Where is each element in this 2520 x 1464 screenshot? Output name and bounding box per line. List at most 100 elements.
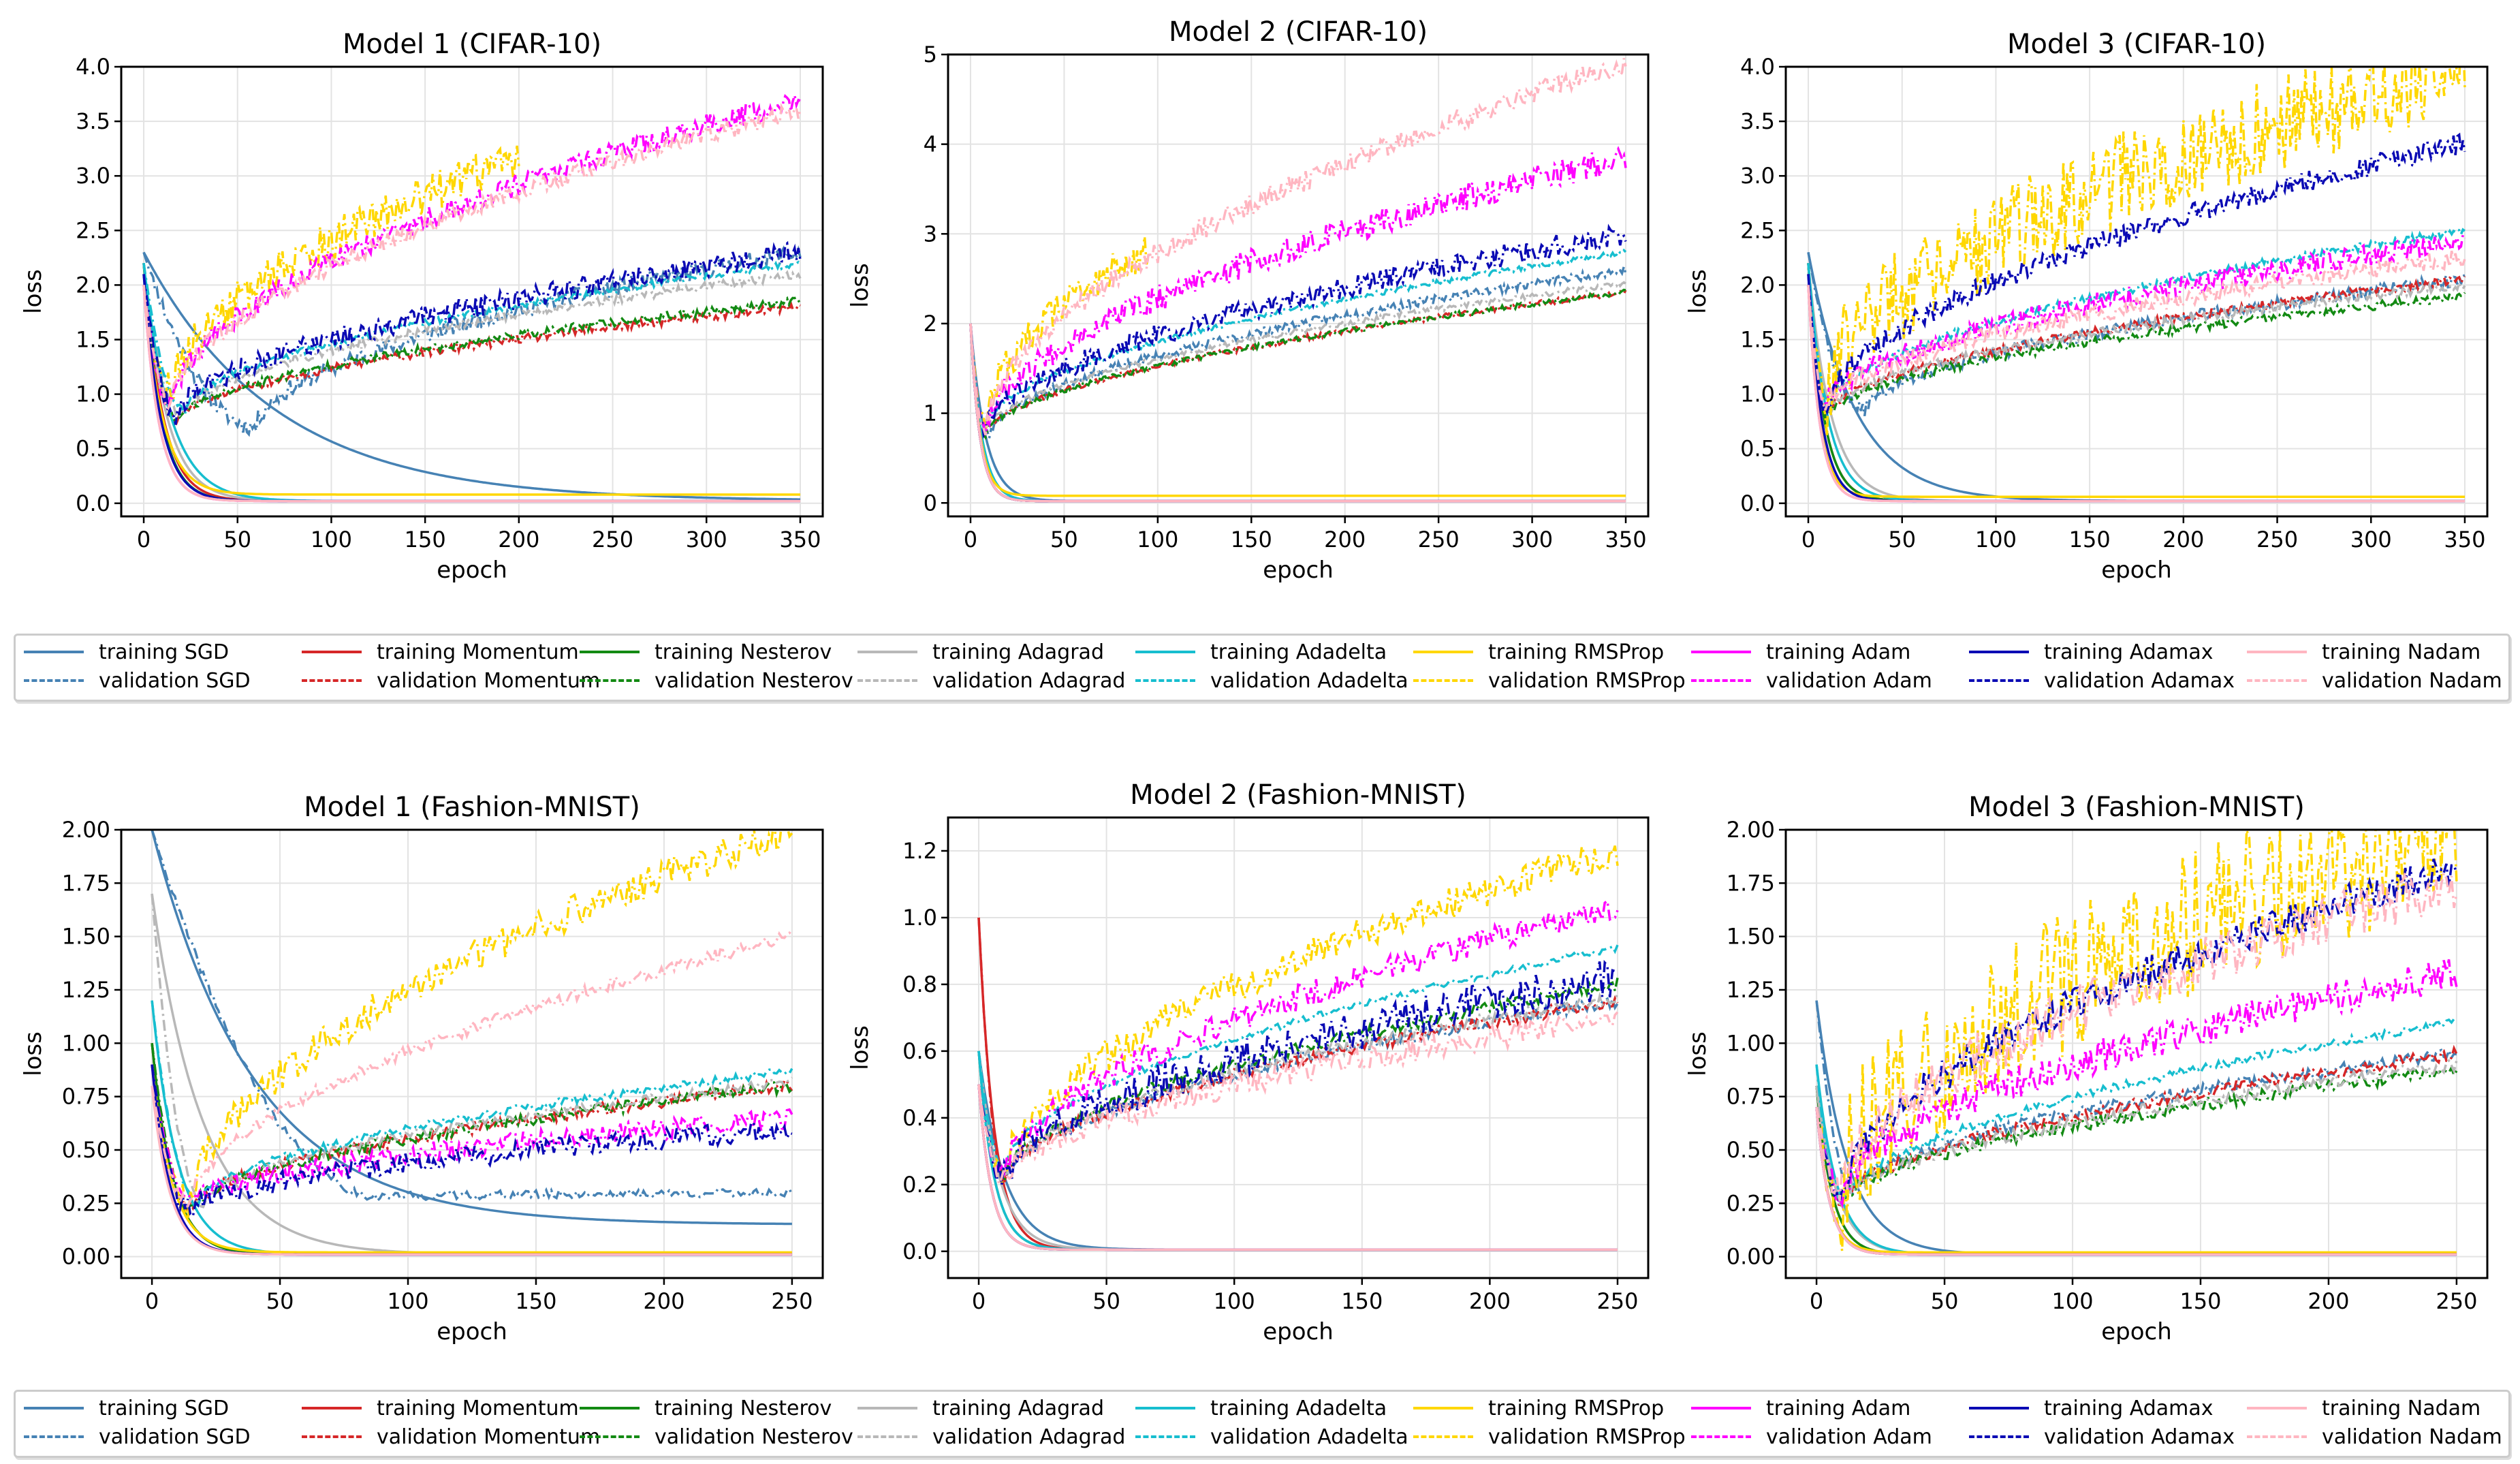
y-tick-label: 0.25 [1727,1190,1775,1216]
series-line-validation-nadam [1815,869,2458,1201]
legend-item-validation-momentum: validation Momentum [302,1423,600,1450]
legend-swatch [302,651,362,653]
y-axis-label: loss [847,1025,874,1070]
legend-swatch [1135,651,1195,653]
series-line-validation-rmsprop [151,830,793,1221]
y-tick-label: 2.00 [62,817,110,843]
y-tick-label: 1.50 [1727,924,1775,950]
y-tick-label: 3.0 [1740,163,1775,189]
legend-item-training-momentum: training Momentum [302,1395,579,1422]
series-line-training-rmsprop [969,323,1626,497]
series-line-validation-adagrad [969,280,1626,432]
series-line-validation-rmsprop [1815,830,2458,1251]
legend-swatch [1413,1435,1473,1438]
series-line-validation-nadam [142,102,802,411]
legend-item-training-nesterov: training Nesterov [580,1395,832,1422]
axes-frame [947,816,1650,1279]
legend-item-training-momentum: training Momentum [302,638,579,666]
y-tick-label: 0.50 [1727,1137,1775,1163]
y-tick-label: 2.5 [76,217,110,243]
x-tick-label: 150 [515,1288,556,1314]
legend-label: training SGD [99,1396,230,1420]
y-tick-label: 1.00 [1727,1030,1775,1056]
legend-swatch [1691,1435,1751,1438]
series-line-validation-momentum [1815,1044,2458,1212]
x-axis-label: epoch [2101,557,2172,584]
legend-item-training-nadam: training Nadam [2247,1395,2480,1422]
legend-label: validation Momentum [377,1424,601,1449]
x-tick-label: 50 [223,527,251,552]
chart-title: Model 2 (CIFAR-10) [1169,16,1428,48]
legend-item-training-adagrad: training Adagrad [857,1395,1104,1422]
series-line-validation-adamax [977,960,1618,1185]
series-line-training-sgd [151,830,792,1226]
x-tick-label: 350 [1605,527,1646,552]
legend-item-training-nadam: training Nadam [2247,638,2480,666]
chart-2: 0 50 100 150 200 250 300 350 0 1 2 3 4 5 epoch loss Mode… [847,16,1650,584]
plot-area [969,58,1627,503]
x-tick-label: 50 [266,1288,294,1314]
x-tick-label: 100 [1975,527,2017,552]
legend-swatch [580,651,640,653]
legend-label: training Momentum [377,1396,579,1420]
series-line-training-rmsprop [1807,285,2465,498]
legend-swatch [1413,1407,1473,1410]
series-line-validation-adamax [969,223,1627,439]
y-tick-label: 3.5 [1740,108,1775,134]
x-tick-label: 200 [2308,1288,2349,1314]
series-line-validation-nadam [1807,250,2466,415]
y-tick-label: 4.0 [76,54,110,80]
legend-item-training-adam: training Adam [1691,1395,1910,1422]
series-line-validation-nesterov [1815,1064,2458,1206]
axes-frame [120,828,824,1279]
legend-swatch [1969,1435,2029,1438]
x-tick-label: 50 [1092,1288,1120,1314]
y-tick-label: 0.4 [902,1105,937,1131]
y-tick-label: 0.0 [1740,490,1775,516]
legend-label: training Adadelta [1210,1396,1387,1420]
chart-4: 0 50 100 150 200 250 0.00 0.25 0.50 0.75 1.00 1.25 1… [20,792,824,1345]
legend-swatch [1135,1407,1195,1410]
legend-item-training-adadelta: training Adadelta [1135,1395,1387,1422]
series-line-validation-adam [1807,231,2466,411]
legend-label: training Adam [1766,1396,1911,1420]
legend-item-validation-adamax: validation Adamax [1969,667,2235,694]
legend-item-training-nesterov: training Nesterov [580,638,832,666]
y-tick-label: 2 [924,311,937,337]
x-tick-label: 300 [2350,527,2392,552]
legend-swatch [580,1407,640,1410]
legend-item-training-adamax: training Adamax [1969,1395,2214,1422]
x-tick-label: 250 [2436,1288,2477,1314]
series-line-training-momentum [969,323,1626,503]
chart-1: 0 50 100 150 200 250 300 350 0.0 0.5 1.0 1.5 2.0 2.5 3… [20,29,824,584]
legend-item-validation-nesterov: validation Nesterov [580,1423,853,1450]
legend-item-validation-sgd: validation SGD [24,1423,251,1450]
legend-item-training-rmsprop: training RMSProp [1413,638,1664,666]
series-line-training-adadelta [969,323,1626,503]
series-line-training-rmsprop [977,1084,1618,1251]
y-axis-label: loss [1684,269,1712,314]
y-tick-label: 1.75 [62,870,110,896]
legend-top: training SGD validation SGD training Momen… [14,634,2510,702]
chart-title: Model 2 (Fashion-MNIST) [1130,779,1466,811]
legend-item-validation-adam: validation Adam [1691,667,1932,694]
series-line-validation-sgd [142,245,802,437]
series-line-validation-nadam [977,1011,1619,1188]
series-line-validation-adagrad [1815,1059,2458,1206]
series-line-training-nadam [151,1085,792,1256]
series-line-validation-rmsprop [977,845,1619,1185]
series-line-validation-adamax [1815,858,2458,1203]
legend-item-validation-momentum: validation Momentum [302,667,600,694]
x-tick-label: 200 [1469,1288,1511,1314]
x-tick-label: 100 [387,1288,428,1314]
y-tick-label: 1.50 [62,924,110,950]
series-line-validation-nesterov [977,978,1619,1185]
series-line-training-adamax [969,323,1626,503]
y-tick-label: 1 [924,401,937,426]
legend-bottom: training SGD validation SGD training Momen… [14,1390,2510,1458]
y-tick-label: 0.0 [902,1239,937,1264]
series-line-validation-nesterov [151,1043,793,1209]
x-tick-label: 50 [1888,527,1916,552]
legend-swatch [1691,651,1751,653]
plot-area [1815,830,2458,1256]
